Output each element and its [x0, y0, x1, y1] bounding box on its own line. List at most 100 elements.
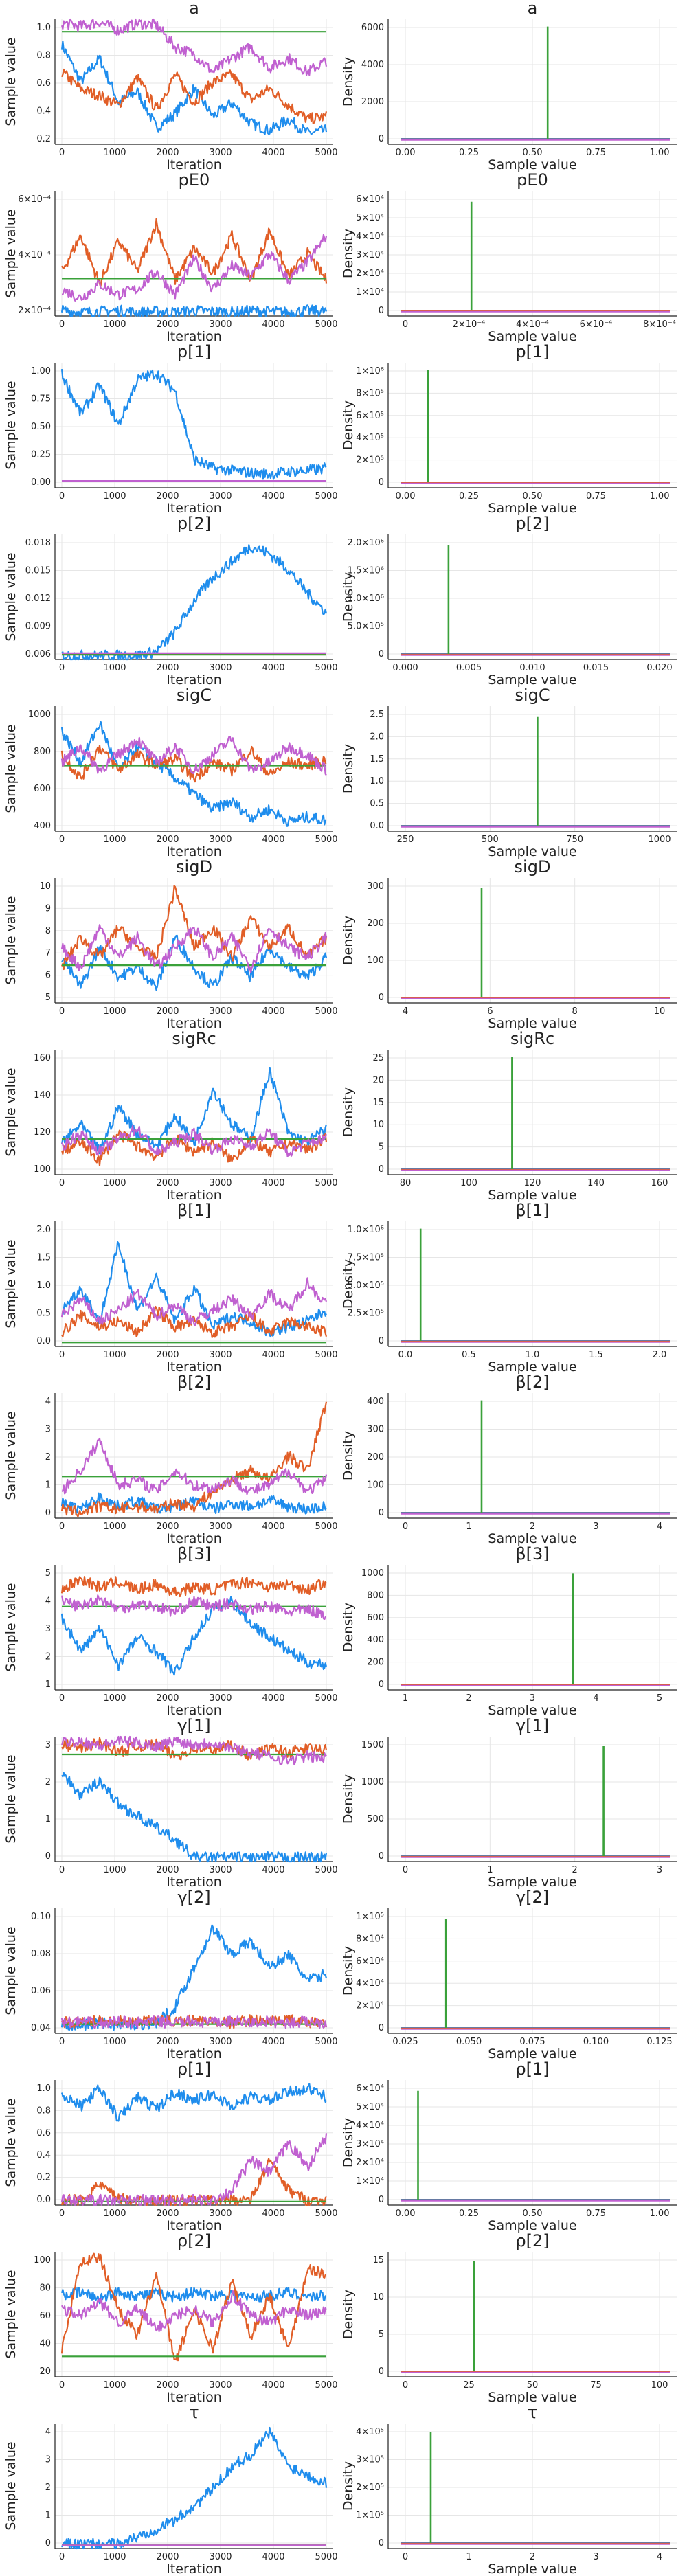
y-axis-label: Density [341, 1603, 356, 1652]
trace-panel-6: sigD 0 1000 2000 3000 4000 5000 5 6 7 8 9 10 Iteratio… [3, 857, 338, 1031]
x-tick-label: 4000 [262, 319, 284, 330]
x-tick-label: 6×10⁻⁴ [580, 319, 613, 330]
y-axis-label: Sample value [3, 896, 19, 984]
trace-title: p[1] [177, 342, 211, 361]
x-tick-label: 1000 [103, 1693, 126, 1704]
x-tick-label: 1.0 [526, 1350, 540, 1360]
density-title: γ[1] [516, 1716, 549, 1735]
y-tick-label: 0 [379, 1164, 384, 1175]
trace-title: ρ[1] [177, 2059, 211, 2079]
x-tick-label: 4 [657, 1522, 662, 1532]
y-axis-label: Sample value [3, 1067, 19, 1156]
trace-series-2 [60, 1401, 328, 1517]
y-tick-label: 15 [372, 1098, 384, 1108]
y-tick-label: 0 [379, 1680, 384, 1690]
y-tick-label: 0 [379, 993, 384, 1003]
x-tick-label: 3000 [209, 319, 232, 330]
y-tick-label: 4 [45, 1596, 51, 1607]
x-axis-label: Iteration [166, 329, 222, 344]
trace-series-1 [60, 1066, 328, 1155]
y-tick-label: 400 [34, 821, 51, 831]
y-tick-label: 0.6 [36, 2128, 51, 2138]
y-axis-label: Sample value [3, 1583, 19, 1671]
y-tick-label: 8×10⁵ [356, 388, 384, 398]
x-tick-label: 1 [466, 1522, 471, 1532]
y-axis-label: Density [341, 2290, 356, 2339]
x-tick-label: 0 [403, 1522, 408, 1532]
trace-series-1 [61, 544, 328, 661]
y-tick-label: 0 [379, 2366, 384, 2377]
y-tick-label: 1000 [361, 1777, 384, 1787]
y-axis-label: Density [341, 1774, 356, 1824]
x-tick-label: 0.75 [586, 2208, 606, 2219]
trace-series-4 [60, 1594, 326, 1620]
y-tick-label: 0 [379, 477, 384, 488]
y-axis-label: Density [341, 1431, 356, 1480]
trace-series-1 [60, 304, 328, 317]
y-tick-label: 4 [45, 2427, 51, 2437]
x-tick-label: 0 [59, 1178, 65, 1188]
y-tick-label: 0 [379, 2195, 384, 2205]
x-tick-label: 1000 [103, 1006, 126, 1017]
x-tick-label: 1000 [103, 663, 126, 673]
x-axis-label: Iteration [166, 2390, 222, 2405]
y-tick-label: 6×10⁴ [356, 2083, 384, 2094]
trace-panel-15: τ 0 1000 2000 3000 4000 5000 0 1 2 3 4 Iteration Samp… [3, 2403, 338, 2576]
y-axis-label: Density [341, 1087, 356, 1137]
x-tick-label: 1.00 [650, 2208, 670, 2219]
x-tick-label: 0 [59, 835, 65, 845]
density-panel-9: β[2] 0 1 2 3 4 0 100 200 300 400 Sample value Densit… [341, 1372, 677, 1546]
y-tick-label: 500 [367, 1814, 384, 1824]
x-tick-label: 120 [524, 1178, 541, 1188]
x-tick-label: 3000 [209, 2552, 232, 2562]
x-axis-label: Sample value [488, 1188, 576, 1203]
trace-series-2 [60, 68, 328, 125]
trace-title: p[2] [177, 514, 211, 533]
x-tick-label: 3 [657, 1865, 662, 1875]
x-tick-label: 2.0 [653, 1350, 667, 1360]
trace-series-1 [60, 1596, 328, 1676]
x-axis-label: Sample value [488, 2562, 576, 2576]
y-tick-label: 2 [45, 1652, 51, 1662]
x-tick-label: 0 [403, 319, 408, 330]
y-tick-label: 1.0×10⁶ [348, 594, 384, 604]
x-tick-label: 0 [403, 2552, 408, 2562]
trace-title: γ[1] [177, 1716, 210, 1735]
trace-series-1 [60, 41, 328, 135]
x-axis-label: Iteration [166, 2046, 222, 2061]
y-tick-label: 0.2 [36, 134, 51, 144]
x-tick-label: 0 [59, 663, 65, 673]
y-tick-label: 0.8 [36, 2105, 51, 2116]
x-tick-label: 750 [566, 835, 583, 845]
y-tick-label: 2×10⁻⁴ [18, 306, 51, 316]
x-tick-label: 5000 [315, 2552, 337, 2562]
y-tick-label: 0 [45, 1851, 51, 1862]
y-tick-label: 1.5×10⁶ [348, 566, 384, 576]
y-tick-label: 4×10⁴ [356, 2121, 384, 2131]
x-tick-label: 2 [572, 1865, 578, 1875]
x-tick-label: 6 [487, 1006, 493, 1017]
x-tick-label: 1 [487, 1865, 493, 1875]
x-tick-label: 0 [403, 2380, 408, 2391]
x-axis-label: Sample value [488, 1016, 576, 1031]
y-tick-label: 2×10⁵ [356, 455, 384, 466]
x-tick-label: 0 [59, 319, 65, 330]
y-tick-label: 160 [34, 1053, 51, 1063]
density-title: p[2] [515, 514, 549, 533]
y-tick-label: 2 [45, 2483, 51, 2493]
y-tick-label: 800 [367, 1590, 384, 1601]
x-tick-label: 5000 [315, 2380, 337, 2391]
y-axis-label: Sample value [3, 1239, 19, 1328]
y-axis-label: Sample value [3, 2441, 19, 2530]
x-tick-label: 1.5 [589, 1350, 603, 1360]
trace-panel-10: β[3] 0 1000 2000 3000 4000 5000 1 2 3 4 5 Iteration S… [3, 1544, 338, 1718]
x-tick-label: 3000 [209, 491, 232, 501]
y-tick-label: 0 [379, 1508, 384, 1518]
x-tick-label: 1000 [103, 835, 126, 845]
y-tick-label: 1500 [361, 1740, 384, 1750]
x-tick-label: 0 [59, 1350, 65, 1360]
y-tick-label: 4×10⁵ [356, 2427, 384, 2437]
y-tick-label: 0 [379, 306, 384, 316]
trace-title: β[1] [177, 1201, 211, 1220]
